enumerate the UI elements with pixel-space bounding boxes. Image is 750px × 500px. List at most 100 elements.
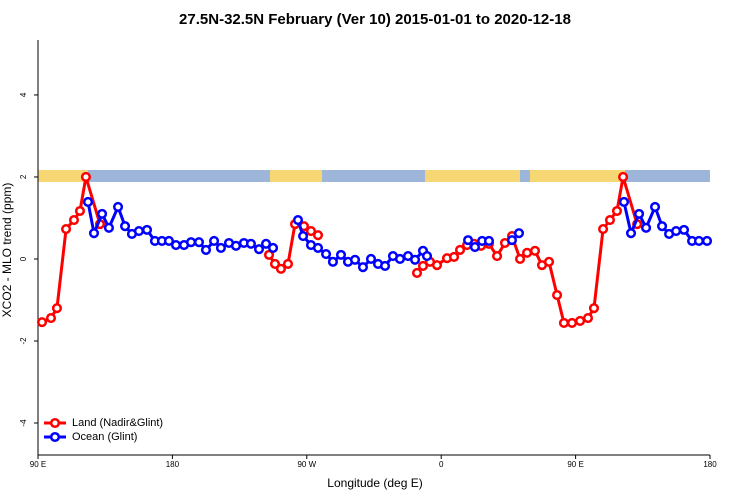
chart-title: 27.5N-32.5N February (Ver 10) 2015-01-01… xyxy=(179,11,571,28)
data-point xyxy=(335,249,347,260)
data-point xyxy=(112,201,124,212)
data-point xyxy=(80,171,91,183)
x-tick-label: 90 W xyxy=(297,460,316,469)
data-point xyxy=(483,235,495,246)
data-point xyxy=(529,245,541,256)
data-point xyxy=(522,247,533,258)
x-tick-label: 180 xyxy=(703,460,717,469)
legend-label: Ocean (Glint) xyxy=(72,431,137,443)
data-point xyxy=(88,228,100,239)
data-point xyxy=(260,238,272,249)
y-tick-label: -4 xyxy=(19,419,28,427)
data-point xyxy=(649,201,661,212)
data-point xyxy=(552,290,563,301)
land-strip xyxy=(425,170,520,182)
data-point xyxy=(230,240,242,251)
data-point xyxy=(268,242,279,253)
data-point xyxy=(417,260,429,272)
data-point xyxy=(454,244,466,256)
data-point xyxy=(82,196,94,208)
data-point xyxy=(678,224,690,235)
data-point xyxy=(327,256,338,267)
y-tick-label: 2 xyxy=(19,174,28,179)
data-point xyxy=(103,222,114,233)
data-point xyxy=(604,214,615,226)
y-tick-label: 4 xyxy=(19,92,28,97)
x-tick-label: 0 xyxy=(439,460,444,469)
land-ocean-strip xyxy=(38,170,710,182)
data-point xyxy=(186,237,197,248)
data-point xyxy=(133,226,144,237)
data-point xyxy=(170,239,182,251)
data-point xyxy=(380,260,391,272)
y-axis-label: XCO2 - MLO trend (ppm) xyxy=(0,183,14,318)
series-line xyxy=(41,176,639,325)
data-point xyxy=(701,235,713,246)
legend-marker xyxy=(49,417,61,429)
data-point xyxy=(575,315,586,326)
data-point xyxy=(448,251,460,262)
data-point xyxy=(269,258,281,269)
data-point xyxy=(582,312,594,324)
data-point xyxy=(312,242,324,253)
data-point xyxy=(74,205,86,217)
data-point xyxy=(215,242,226,253)
data-point xyxy=(394,253,406,265)
y-tick-label: 0 xyxy=(19,256,28,261)
x-tick-label: 180 xyxy=(166,460,180,469)
x-tick-label: 90 E xyxy=(567,460,583,469)
data-point xyxy=(120,221,131,232)
data-point xyxy=(141,224,153,235)
data-point xyxy=(298,230,309,242)
land-strip xyxy=(38,170,88,182)
data-point xyxy=(61,223,72,235)
legend-label: Land (Nadir&Glint) xyxy=(72,417,163,429)
data-point xyxy=(349,254,361,265)
data-point xyxy=(275,263,287,274)
land-strip xyxy=(270,170,322,182)
data-point xyxy=(566,317,578,329)
land-strip xyxy=(530,170,625,182)
data-point xyxy=(671,226,682,237)
data-point xyxy=(657,221,668,232)
data-point xyxy=(411,267,423,278)
data-point xyxy=(634,208,645,219)
data-point xyxy=(263,249,275,260)
data-point xyxy=(163,235,175,246)
data-point xyxy=(410,254,421,265)
data-point xyxy=(611,205,623,217)
data-point xyxy=(625,228,637,239)
data-point xyxy=(421,251,433,262)
data-point xyxy=(321,249,332,260)
data-point xyxy=(36,317,48,328)
data-point xyxy=(253,244,265,255)
data-point xyxy=(543,256,555,267)
data-point xyxy=(312,230,324,241)
legend-marker xyxy=(49,431,61,443)
data-point xyxy=(305,226,317,237)
data-point xyxy=(506,235,518,246)
data-point xyxy=(514,253,526,265)
data-point xyxy=(200,244,212,256)
data-point xyxy=(618,196,630,208)
data-point xyxy=(282,258,294,269)
data-point xyxy=(469,242,480,253)
data-point xyxy=(431,260,443,271)
x-axis-label: Longitude (deg E) xyxy=(327,476,422,490)
data-point xyxy=(693,235,704,246)
y-tick-label: -2 xyxy=(19,337,28,345)
data-point xyxy=(365,253,377,265)
data-point xyxy=(641,222,652,233)
data-point xyxy=(513,228,525,239)
data-point xyxy=(245,238,256,249)
data-point xyxy=(588,303,600,314)
data-point xyxy=(598,223,609,235)
data-point xyxy=(45,312,57,324)
data-point xyxy=(209,235,220,246)
data-point xyxy=(193,237,205,248)
data-point xyxy=(463,235,474,246)
data-point xyxy=(51,303,63,314)
data-point xyxy=(68,214,80,226)
